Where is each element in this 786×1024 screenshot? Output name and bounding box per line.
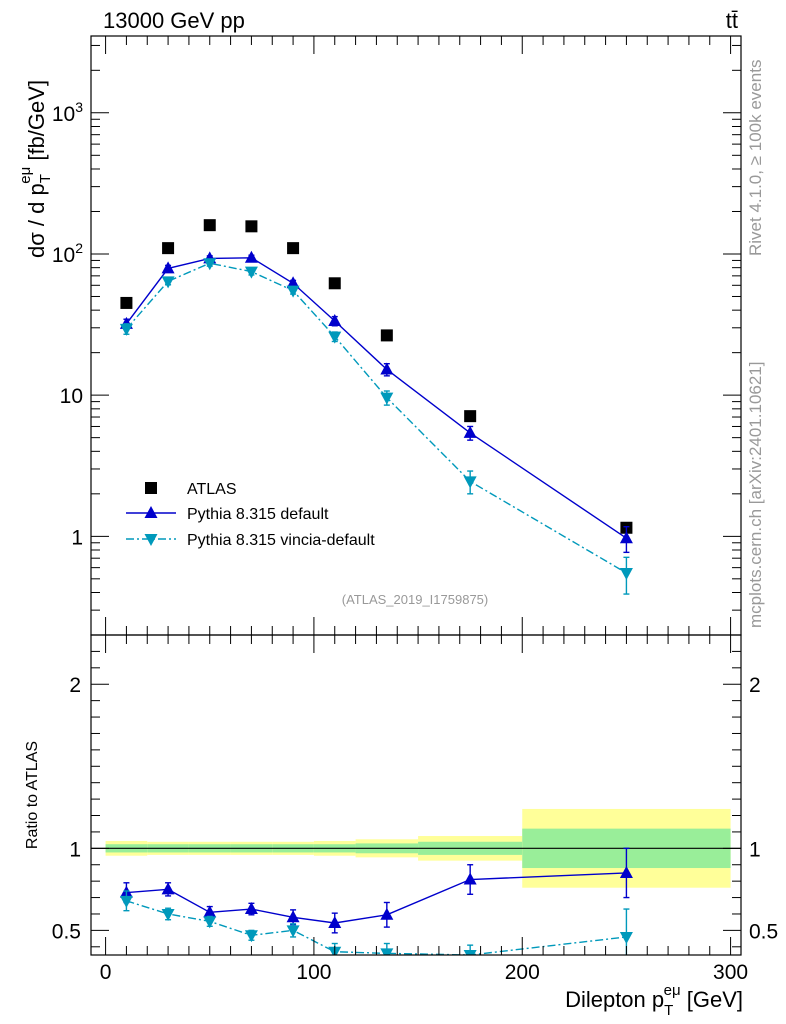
- main-series-layer: [119, 219, 633, 595]
- main-point-atlas: [245, 220, 258, 233]
- ratio-y-tick-label-left: 0.5: [52, 920, 81, 943]
- x-label-main: Dilepton p: [565, 987, 664, 1012]
- ratio-y-axis-label: Ratio to ATLAS: [24, 741, 41, 849]
- ratio-point-pythia-default: [463, 872, 477, 885]
- y-label-subscript-t: T: [37, 174, 54, 183]
- ratio-point-pythia-default: [203, 905, 217, 918]
- y-label-units: [fb/GeV]: [24, 80, 49, 167]
- main-y-tick-label: 10: [60, 385, 83, 408]
- ratio-point-pythia-vincia: [619, 931, 633, 944]
- ratio-point-pythia-vincia: [161, 908, 175, 921]
- ratio-y-tick-label-right: 1: [749, 838, 761, 861]
- ratio-point-pythia-default: [286, 910, 300, 923]
- main-point-pythia-vincia: [161, 276, 175, 289]
- main-point-pythia-vincia: [328, 331, 342, 344]
- tick-label-exponent: 3: [75, 99, 83, 115]
- legend-marker-pythia-vincia: [144, 534, 158, 546]
- ratio-point-pythia-default: [328, 916, 342, 928]
- ratio-x-tick-label: 300: [713, 961, 748, 984]
- x-label-subscript-t: T: [664, 1002, 673, 1019]
- main-point-atlas: [380, 329, 393, 342]
- main-y-axis-label: dσ / d pTeμ [fb/GeV]: [17, 80, 54, 258]
- ratio-point-pythia-vincia: [463, 950, 477, 955]
- legend: ATLAS Pythia 8.315 default Pythia 8.315 vi…: [126, 481, 375, 549]
- legend-marker-pythia-default: [144, 506, 158, 518]
- ratio-point-pythia-default: [380, 907, 394, 920]
- energy-label: 13000 GeV pp: [103, 8, 245, 33]
- main-point-pythia-vincia: [619, 567, 633, 580]
- ratio-point-pythia-vincia: [244, 930, 258, 943]
- x-label-superscript-emu: eμ: [664, 982, 681, 999]
- main-point-pythia-vincia: [286, 285, 300, 298]
- y-label-superscript-emu: eμ: [17, 167, 34, 184]
- main-y-tick-label: 1: [71, 526, 83, 549]
- main-point-atlas: [287, 242, 300, 255]
- main-y-tick-label: 103: [52, 99, 83, 126]
- legend-label-atlas: ATLAS: [187, 481, 237, 498]
- main-line-pythia-vincia: [125, 262, 627, 574]
- ratio-y-tick-label-left: 2: [69, 674, 81, 697]
- main-point-pythia-default: [380, 362, 394, 375]
- process-label: tt̄: [726, 8, 738, 33]
- main-point-pythia-vincia: [380, 392, 394, 405]
- main-point-atlas: [162, 242, 175, 255]
- ratio-y-tick-label-right: 0.5: [749, 920, 778, 943]
- main-point-atlas: [328, 277, 341, 290]
- ratio-axis-ticks: [91, 635, 741, 955]
- ratio-plot-panel: 0.5 0.5 1 1 2 2 0 100 200 300: [52, 634, 778, 984]
- main-point-pythia-vincia: [463, 476, 477, 489]
- main-point-atlas: [203, 219, 216, 232]
- ratio-point-pythia-vincia: [203, 916, 217, 929]
- ratio-x-tick-label: 100: [296, 961, 331, 984]
- x-label-units: [GeV]: [681, 987, 743, 1012]
- rivet-label: Rivet 4.1.0, ≥ 100k events: [746, 60, 765, 256]
- ratio-y-tick-label-right: 2: [749, 674, 761, 697]
- ratio-point-pythia-default: [619, 865, 633, 878]
- main-point-pythia-default: [244, 250, 258, 263]
- ratio-x-tick-label: 200: [505, 961, 540, 984]
- main-point-pythia-vincia: [244, 266, 258, 279]
- main-point-atlas: [464, 410, 477, 423]
- main-point-atlas: [120, 296, 133, 309]
- main-point-pythia-default: [463, 425, 477, 438]
- ratio-point-pythia-default: [161, 882, 175, 895]
- main-point-pythia-default: [161, 261, 175, 274]
- legend-label-pythia-default: Pythia 8.315 default: [187, 506, 329, 523]
- ratio-point-pythia-default: [244, 902, 258, 915]
- tick-label-exponent: 2: [75, 240, 83, 256]
- ratio-point-pythia-vincia: [380, 948, 394, 955]
- ratio-point-pythia-vincia: [286, 925, 300, 938]
- ratio-y-tick-label-left: 1: [69, 838, 81, 861]
- legend-label-pythia-vincia: Pythia 8.315 vincia-default: [187, 532, 375, 549]
- main-point-pythia-default: [328, 314, 342, 327]
- ratio-x-tick-label: 0: [100, 961, 112, 984]
- ratio-plot-frame: [90, 634, 742, 956]
- ratio-point-pythia-vincia: [119, 895, 133, 908]
- tick-label-base: 10: [52, 103, 75, 126]
- main-point-pythia-vincia: [203, 258, 217, 271]
- main-point-pythia-default: [619, 531, 633, 544]
- x-axis-label: Dilepton pTeμ [GeV]: [565, 982, 743, 1019]
- tick-label-base: 10: [52, 244, 75, 267]
- main-axis-ticks: [91, 36, 741, 636]
- analysis-id-label: (ATLAS_2019_I1759875): [342, 592, 488, 607]
- y-label-d-sigma: dσ / d p: [24, 183, 49, 258]
- main-point-pythia-vincia: [119, 323, 133, 336]
- mcplots-label: mcplots.cern.ch [arXiv:2401.10621]: [746, 362, 765, 628]
- legend-marker-atlas: [145, 482, 157, 494]
- ratio-tick-labels: 0.5 0.5 1 1 2 2 0 100 200 300: [52, 674, 778, 984]
- main-y-tick-label: 102: [52, 240, 83, 267]
- main-point-pythia-default: [286, 276, 300, 289]
